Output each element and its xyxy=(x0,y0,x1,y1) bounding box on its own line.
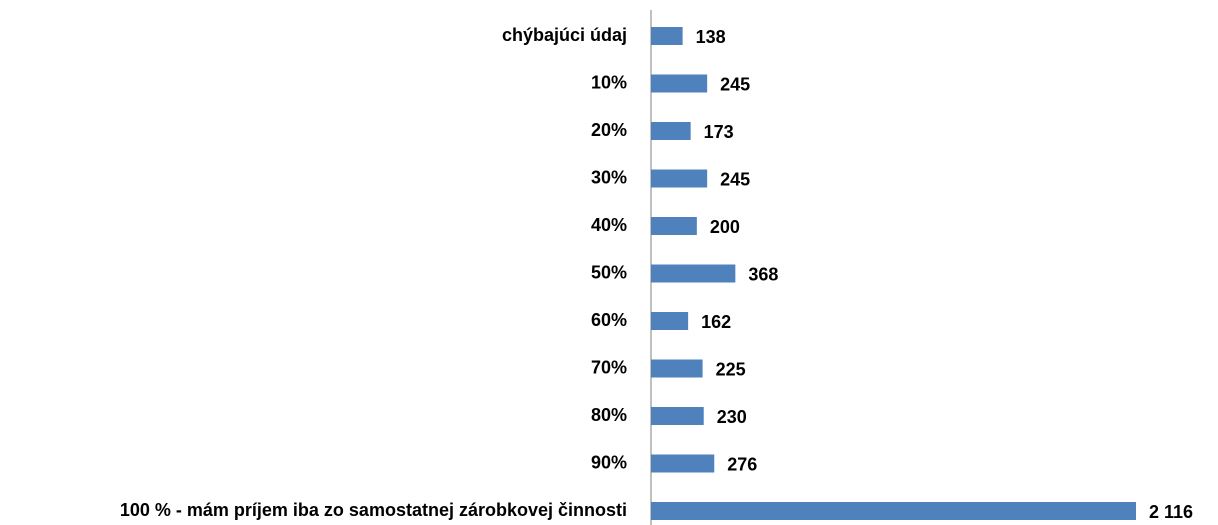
value-label: 368 xyxy=(748,264,778,284)
bar xyxy=(651,122,691,140)
bar xyxy=(651,502,1136,520)
value-label: 2 116 xyxy=(1149,502,1193,522)
value-label: 276 xyxy=(727,454,757,474)
category-label: 70% xyxy=(591,357,627,377)
bar xyxy=(651,264,736,283)
category-label: 40% xyxy=(591,215,627,235)
bar xyxy=(651,74,708,93)
value-label: 162 xyxy=(701,312,731,332)
category-label: 50% xyxy=(591,262,627,282)
bar xyxy=(651,359,703,378)
category-label: 10% xyxy=(591,72,627,92)
bar xyxy=(651,454,715,473)
value-label: 200 xyxy=(710,217,740,237)
value-label: 138 xyxy=(696,27,726,47)
value-label: 225 xyxy=(716,359,746,379)
bar xyxy=(651,407,704,425)
category-label: 60% xyxy=(591,310,627,330)
category-label: 30% xyxy=(591,167,627,187)
value-label: 245 xyxy=(720,169,750,189)
bar xyxy=(651,312,689,330)
category-label: 20% xyxy=(591,120,627,140)
value-label: 230 xyxy=(717,407,747,427)
bar xyxy=(651,169,708,188)
category-label: chýbajúci údaj xyxy=(502,25,627,45)
bar xyxy=(651,217,697,235)
category-label: 80% xyxy=(591,405,627,425)
value-label: 173 xyxy=(704,122,734,142)
category-label: 90% xyxy=(591,452,627,472)
value-label: 245 xyxy=(720,74,750,94)
bar xyxy=(651,27,683,45)
category-label: 100 % - mám príjem iba zo samostatnej zá… xyxy=(120,500,627,520)
